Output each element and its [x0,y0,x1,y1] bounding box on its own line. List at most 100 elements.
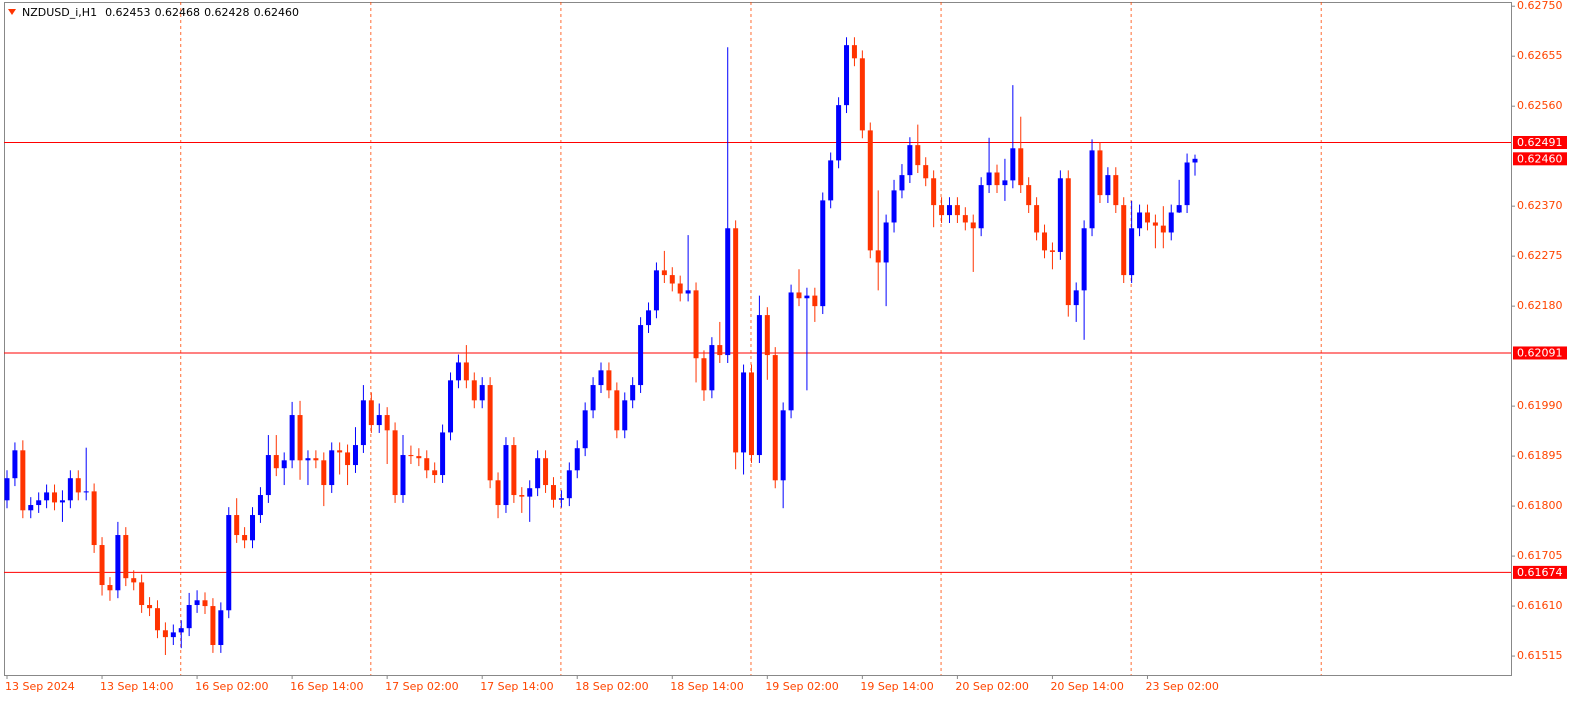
candle-body [202,600,208,607]
candle-body [313,458,319,461]
candle-body [875,250,881,263]
candle-body [471,380,477,401]
x-tick-label: 16 Sep 02:00 [195,680,268,693]
candle-body [28,505,34,511]
x-tick-label: 16 Sep 14:00 [290,680,363,693]
candle-body [115,535,121,591]
candle-body [622,400,628,431]
candle-body [701,358,707,391]
candle-body [511,445,517,496]
candle-body [1160,225,1166,233]
x-tick-label: 20 Sep 14:00 [1050,680,1123,693]
candle-body [59,500,65,503]
title-ohlc: 0.62460 [254,6,300,19]
candle-body [717,345,723,356]
candle-body [392,430,398,496]
candle-body [345,452,351,466]
candle-body [226,515,232,611]
candle-body [479,385,485,401]
candle-body [289,415,295,461]
y-tick-label: 0.62180 [1517,299,1563,312]
candle-body [939,205,945,216]
candle-body [748,372,754,456]
candle-body [764,315,770,356]
candle-body [12,450,18,479]
candle-body [899,175,905,191]
candle-body [535,458,541,489]
candle-body [915,145,921,166]
x-tick-label: 17 Sep 14:00 [480,680,553,693]
candle-body [867,130,873,251]
candle-body [590,385,596,411]
candle-body [455,362,461,381]
candle-body [242,535,248,541]
candle-body [844,45,850,106]
candle-body [574,448,580,471]
candle-body [281,460,287,469]
level-label-box [1513,565,1567,579]
candle-body [1176,205,1182,213]
candle-body [1049,250,1055,252]
candle-body [1192,158,1198,163]
candle-body [780,410,786,481]
x-tick-label: 18 Sep 14:00 [670,680,743,693]
candle-body [1026,185,1032,206]
candle-body [305,458,311,461]
candle-body [804,295,810,299]
level-label-box [1513,135,1567,149]
title-ohlc: 0.62453 [105,6,151,19]
candle-body [4,478,10,501]
candle-body [1042,232,1048,251]
candle-body [836,105,842,161]
candle-body [788,292,794,411]
candle-body [931,178,937,206]
candle-body [661,270,667,276]
candle-body [91,491,97,546]
candle-body [376,415,382,426]
candle-body [210,606,216,646]
y-tick-label: 0.61895 [1517,449,1563,462]
x-tick-label: 13 Sep 2024 [5,680,75,693]
candle-body [36,500,42,506]
title-ohlc: 0.62468 [155,6,201,19]
candle-body [1121,205,1127,276]
level-label: 0.62091 [1517,346,1563,359]
candle-body [1168,212,1174,233]
candle-body [653,270,659,311]
candle-body [487,385,493,481]
candle-body [851,45,857,59]
candle-body [44,492,50,501]
candle-body [907,145,913,176]
candle-body [186,605,192,629]
bid-label-box [1513,152,1567,166]
candle-body [329,450,335,486]
candle-body [1010,148,1016,181]
candle-body [1129,228,1135,276]
x-tick-label: 19 Sep 14:00 [860,680,933,693]
candle-body [828,160,834,201]
chart-title: NZDUSD_i,H1 0.62453 0.62468 0.62428 0.62460 [22,6,299,19]
candle-body [582,410,588,449]
candle-body [1105,175,1111,196]
candle-body [170,632,176,638]
candle-body [954,205,960,216]
x-tick-label: 17 Sep 02:00 [385,680,458,693]
candle-body [638,325,644,386]
candle-body [685,290,691,294]
candle-body [986,172,992,186]
y-tick-label: 0.62750 [1517,0,1563,12]
candle-body [20,450,26,511]
candle-body [709,345,715,391]
candle-body [970,222,976,229]
candle-body [147,605,153,609]
candle-body [606,370,612,391]
candle-body [566,470,572,499]
candle-body [693,290,699,359]
candle-body [733,228,739,453]
y-tick-label: 0.61610 [1517,599,1563,612]
candle-body [265,455,271,496]
candle-body [630,385,636,401]
x-tick-label: 20 Sep 02:00 [955,680,1028,693]
candle-body [891,190,897,223]
